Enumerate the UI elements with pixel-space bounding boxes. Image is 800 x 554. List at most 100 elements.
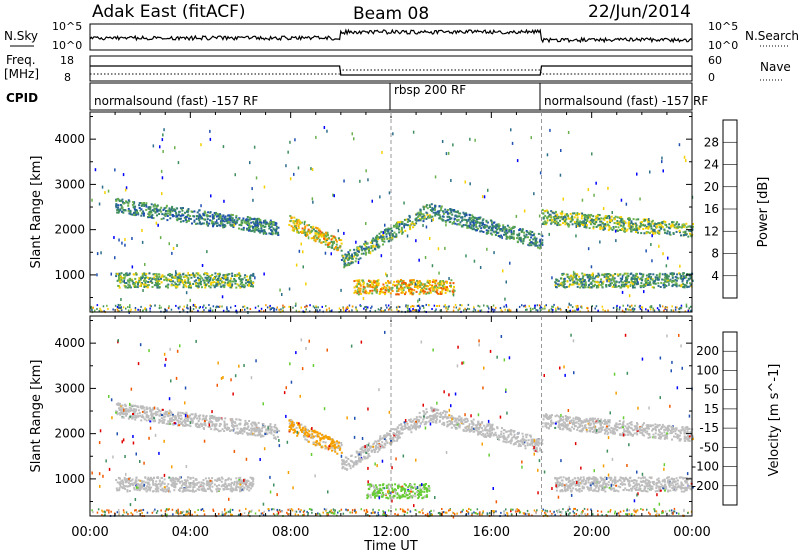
noise-point [403, 201, 405, 205]
scatter-point [151, 418, 154, 421]
scatter-point [475, 223, 477, 226]
scatter-point [559, 282, 562, 285]
scatter-point [512, 225, 515, 228]
scatter-point [385, 281, 387, 284]
scatter-point [311, 433, 314, 436]
scatter-point [494, 234, 497, 236]
scatter-point [268, 232, 271, 235]
scatter-point [474, 220, 477, 222]
scatter-point [300, 221, 303, 224]
scatter-point [310, 436, 313, 439]
scatter-point [537, 246, 539, 249]
scatter-point [328, 447, 331, 450]
scatter-point [372, 237, 375, 240]
scatter-point [641, 224, 644, 226]
scatter-point [671, 280, 674, 283]
noise-point [648, 218, 650, 221]
scatter-point [576, 281, 579, 284]
scatter-point [229, 418, 232, 420]
scatter-point [215, 215, 218, 218]
scatter-point [134, 211, 137, 214]
noise-point [223, 199, 225, 203]
scatter-point [145, 205, 148, 208]
ground-scatter-point [199, 306, 201, 308]
noise-point [662, 252, 664, 256]
scatter-point [630, 221, 633, 224]
scatter-point [579, 286, 582, 289]
scatter-point [485, 219, 488, 222]
scatter-point [596, 214, 599, 217]
scatter-point [401, 282, 404, 285]
scatter-point [562, 222, 564, 225]
scatter-point [330, 238, 333, 241]
noise-point [155, 221, 158, 225]
scatter-point [356, 284, 359, 287]
ground-scatter-point [423, 306, 425, 309]
scatter-point [600, 278, 603, 281]
scatter-point [208, 426, 211, 429]
scatter-point [165, 210, 167, 212]
scatter-point [410, 222, 413, 225]
scatter-point [675, 279, 678, 282]
scatter-point [223, 420, 226, 423]
scatter-point [127, 408, 130, 411]
ground-scatter-point [386, 306, 388, 309]
scatter-point [644, 283, 647, 286]
scatter-point [221, 223, 224, 226]
scatter-point [668, 231, 671, 234]
ground-scatter-point [587, 310, 589, 313]
scatter-point [140, 405, 142, 408]
scatter-point [665, 225, 668, 228]
noise-point [120, 298, 122, 301]
scatter-point [658, 272, 661, 275]
scatter-point [647, 273, 650, 276]
scatter-point [297, 224, 300, 226]
scatter-point [599, 218, 602, 221]
noise-point [122, 173, 125, 177]
scatter-point [141, 405, 144, 408]
scatter-point [198, 415, 201, 418]
ground-scatter-point [419, 307, 421, 310]
ground-scatter-point [312, 305, 315, 308]
ground-scatter-point [656, 307, 659, 310]
ground-scatter-point [453, 306, 455, 309]
scatter-point [120, 199, 123, 202]
scatter-point [215, 275, 218, 278]
scatter-point [671, 221, 673, 224]
noise-point [444, 246, 446, 250]
scatter-point [168, 409, 171, 412]
scatter-point [125, 414, 128, 417]
ground-scatter-point [380, 307, 382, 310]
ground-scatter-point [688, 307, 690, 310]
scatter-point [244, 274, 247, 277]
scatter-point [608, 219, 611, 222]
scatter-point [143, 203, 146, 206]
scatter-point [624, 272, 627, 275]
scatter-point [185, 417, 188, 420]
noise-point [161, 176, 164, 180]
ground-scatter-point [411, 305, 414, 307]
scatter-point [184, 422, 187, 425]
scatter-point [166, 413, 169, 416]
scatter-point [589, 276, 592, 279]
scatter-point [138, 411, 141, 414]
ground-scatter-point [265, 304, 267, 307]
scatter-point [374, 239, 377, 242]
scatter-point [606, 220, 609, 223]
noise-point [590, 265, 593, 269]
ground-scatter-point [659, 305, 661, 308]
scatter-point [555, 220, 558, 223]
scatter-point [512, 226, 515, 229]
scatter-point [247, 426, 250, 429]
scatter-point [274, 423, 277, 426]
noise-point [509, 261, 511, 265]
scatter-point [611, 228, 614, 231]
scatter-point [357, 287, 360, 290]
colorbar-tick-label: 28 [704, 135, 719, 149]
scatter-point [408, 216, 411, 219]
scatter-point [189, 283, 191, 286]
ground-scatter-point [228, 310, 230, 313]
scatter-point [391, 234, 394, 237]
scatter-point [175, 283, 178, 286]
scatter-point [245, 428, 248, 430]
